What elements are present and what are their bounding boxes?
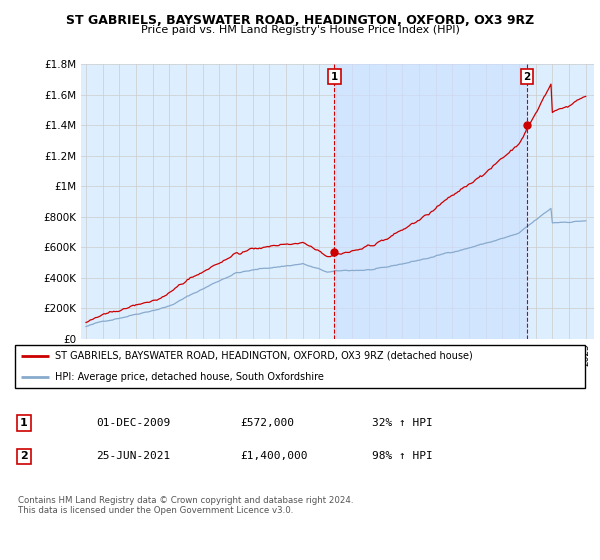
Text: 2: 2 bbox=[523, 72, 530, 82]
Text: 98% ↑ HPI: 98% ↑ HPI bbox=[372, 451, 433, 461]
Text: Price paid vs. HM Land Registry's House Price Index (HPI): Price paid vs. HM Land Registry's House … bbox=[140, 25, 460, 35]
Text: 1: 1 bbox=[20, 418, 28, 428]
Text: HPI: Average price, detached house, South Oxfordshire: HPI: Average price, detached house, Sout… bbox=[55, 372, 324, 382]
Text: £572,000: £572,000 bbox=[240, 418, 294, 428]
Text: Contains HM Land Registry data © Crown copyright and database right 2024.
This d: Contains HM Land Registry data © Crown c… bbox=[18, 496, 353, 515]
Text: 2: 2 bbox=[20, 451, 28, 461]
Text: 32% ↑ HPI: 32% ↑ HPI bbox=[372, 418, 433, 428]
Bar bbox=[334, 64, 527, 339]
Text: ST GABRIELS, BAYSWATER ROAD, HEADINGTON, OXFORD, OX3 9RZ (detached house): ST GABRIELS, BAYSWATER ROAD, HEADINGTON,… bbox=[55, 351, 473, 361]
Text: 25-JUN-2021: 25-JUN-2021 bbox=[96, 451, 170, 461]
FancyBboxPatch shape bbox=[15, 344, 584, 388]
Text: ST GABRIELS, BAYSWATER ROAD, HEADINGTON, OXFORD, OX3 9RZ: ST GABRIELS, BAYSWATER ROAD, HEADINGTON,… bbox=[66, 14, 534, 27]
Text: 01-DEC-2009: 01-DEC-2009 bbox=[96, 418, 170, 428]
Text: 1: 1 bbox=[331, 72, 338, 82]
Text: £1,400,000: £1,400,000 bbox=[240, 451, 308, 461]
